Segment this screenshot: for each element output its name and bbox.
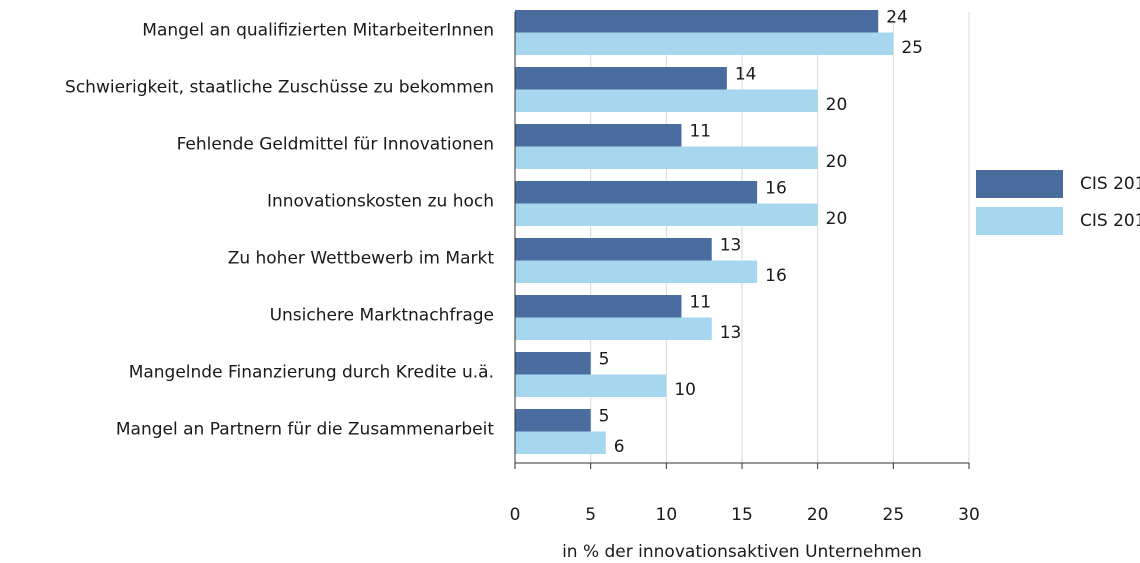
data-label: 13 [720,235,742,255]
bar [515,317,712,340]
data-label: 25 [901,38,923,58]
data-label: 20 [826,95,848,115]
y-tick-label: Unsichere Marktnachfrage [270,306,494,326]
data-label: 5 [599,406,610,426]
data-label: 13 [720,323,742,343]
x-tick-label: 5 [585,505,596,525]
bar [515,409,591,432]
bar [515,295,682,318]
y-tick-label: Zu hoher Wettbewerb im Markt [228,249,495,269]
bar [515,352,591,375]
y-tick-label: Fehlende Geldmittel für Innovationen [177,135,494,155]
data-label: 10 [674,380,696,400]
legend-swatch [976,207,1063,235]
x-axis-label: in % der innovationsaktiven Unternehmen [562,542,922,562]
x-tick-label: 30 [958,505,980,525]
data-label: 14 [735,64,757,84]
x-tick-label: 25 [883,505,905,525]
x-tick-label: 0 [510,505,521,525]
data-label: 11 [689,292,711,312]
x-tick-label: 10 [656,505,678,525]
data-label: 11 [689,121,711,141]
y-tick-label: Innovationskosten zu hoch [267,192,494,212]
bar [515,431,606,454]
bar [515,203,818,226]
bar [515,238,712,261]
data-label: 20 [826,152,848,172]
bar [515,146,818,169]
y-tick-label: Mangel an qualifizierten MitarbeiterInne… [142,21,494,41]
bar [515,181,758,204]
x-tick-label: 20 [807,505,829,525]
data-label: 16 [765,178,787,198]
bar [515,374,667,397]
bar [515,89,818,112]
legend-swatch [976,170,1063,198]
bar [515,32,894,55]
data-label: 6 [614,437,625,457]
data-label: 20 [826,209,848,229]
data-label: 16 [765,266,787,286]
bar [515,260,758,283]
y-tick-label: Mangelnde Finanzierung durch Kredite u.ä… [129,363,494,383]
data-label: 24 [886,7,908,27]
bar [515,10,879,33]
bar [515,67,727,90]
x-tick-label: 15 [731,505,753,525]
data-label: 5 [599,349,610,369]
y-tick-label: Mangel an Partnern für die Zusammenarbei… [116,420,494,440]
bar [515,124,682,147]
legend-label: CIS 2016 [1080,211,1140,231]
y-tick-label: Schwierigkeit, staatliche Zuschüsse zu b… [65,78,494,98]
legend-label: CIS 2018 [1080,174,1140,194]
